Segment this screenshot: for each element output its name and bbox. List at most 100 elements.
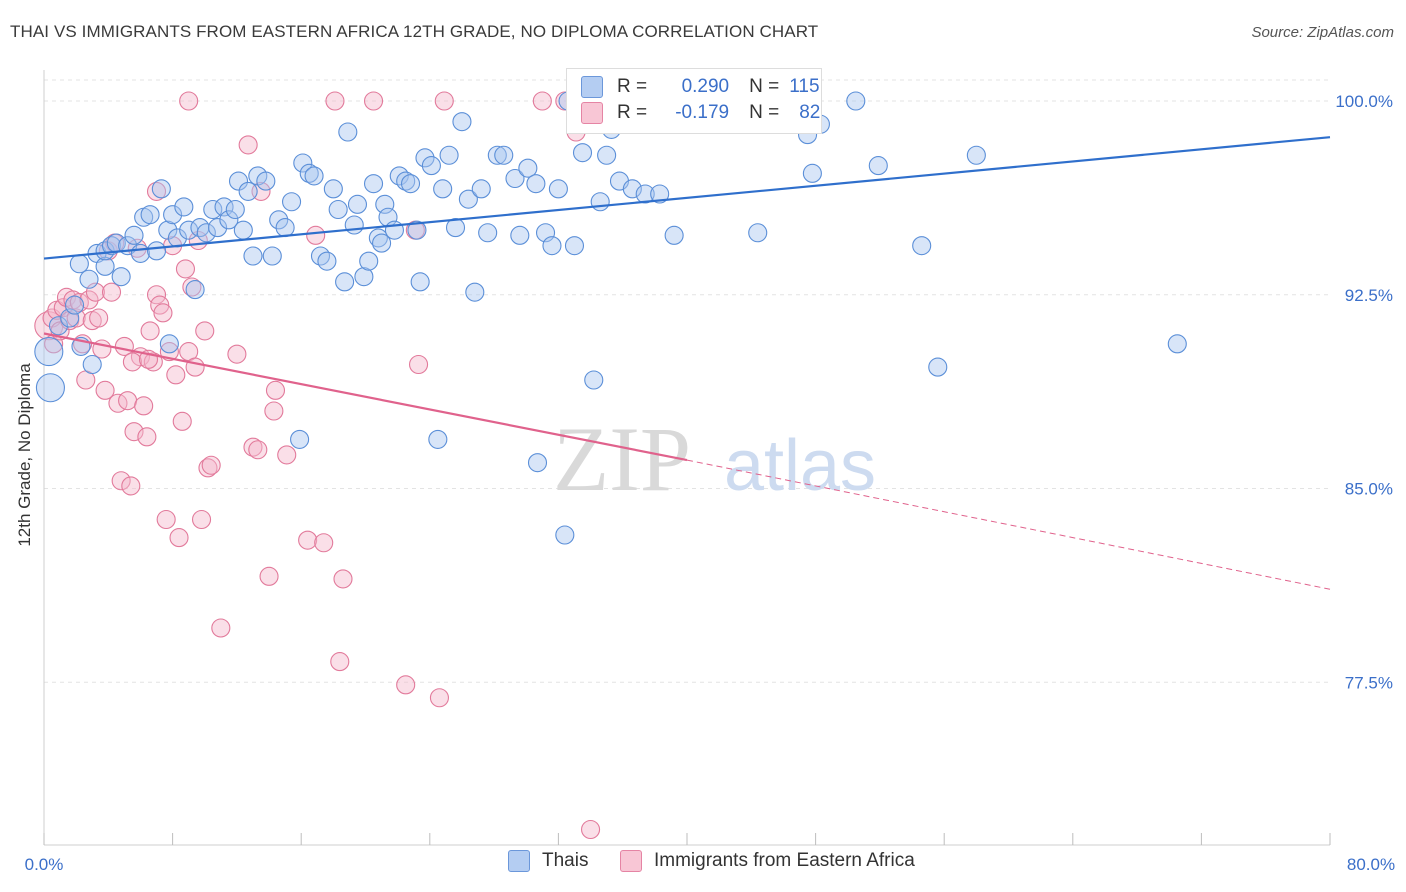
- thais-point: [214, 197, 234, 217]
- thais-point: [748, 223, 768, 243]
- y-axis-label: 12th Grade, No Diploma: [15, 363, 34, 547]
- thais-point: [304, 166, 324, 186]
- thais-point: [471, 179, 491, 199]
- eastern-africa-point: [265, 380, 286, 400]
- thais-point: [487, 145, 507, 165]
- thais-point: [802, 163, 822, 183]
- legend-swatch-eastern-africa: [620, 850, 642, 872]
- thais-point: [458, 189, 478, 209]
- y-tick-label: 85.0%: [1345, 480, 1393, 499]
- eastern-africa-point: [185, 357, 205, 377]
- thais-point: [354, 267, 374, 287]
- legend-row-eastern-africa: R = -0.179 N = 82: [581, 101, 820, 125]
- eastern-africa-point: [182, 277, 202, 297]
- eastern-africa-point: [580, 819, 601, 840]
- legend-r-eastern-africa: -0.179: [675, 102, 730, 123]
- eastern-africa-point: [325, 91, 345, 111]
- thais-point: [69, 254, 89, 274]
- eastern-africa-point: [259, 566, 279, 586]
- thais-point: [527, 453, 548, 473]
- eastern-africa-point: [277, 445, 297, 465]
- legend-item-thais: Thais: [508, 850, 588, 872]
- legend-label-thais: Thais: [542, 850, 589, 871]
- thais-point: [328, 199, 348, 220]
- thais-point: [664, 225, 684, 245]
- thais-point: [347, 194, 368, 214]
- eastern-africa-point: [89, 308, 109, 328]
- thais-point: [338, 122, 358, 142]
- eastern-africa-point: [227, 344, 247, 364]
- eastern-africa-point: [532, 91, 552, 111]
- thais-point: [323, 179, 343, 199]
- eastern-africa-point: [118, 391, 138, 411]
- thais-point: [256, 171, 276, 191]
- y-tick-label: 77.5%: [1345, 673, 1393, 692]
- thais-point: [203, 199, 223, 220]
- eastern-africa-point: [198, 458, 218, 478]
- eastern-africa-point: [314, 533, 334, 553]
- thais-point: [928, 357, 948, 377]
- thais-point: [243, 246, 263, 266]
- eastern-africa-point: [121, 476, 141, 496]
- thais-point: [359, 251, 379, 271]
- thais-point: [82, 354, 102, 375]
- eastern-africa-point: [333, 569, 353, 589]
- eastern-africa-point: [166, 365, 186, 385]
- thais-point: [219, 210, 239, 230]
- thais-point: [34, 337, 64, 367]
- thais-point: [124, 225, 144, 245]
- thais-point: [428, 429, 448, 449]
- thais-point: [79, 269, 99, 289]
- thais-point: [344, 215, 364, 235]
- stats-legend: R = 0.290 N = 115 R = -0.179 N = 82: [566, 68, 822, 134]
- trend-lines: [43, 136, 1331, 590]
- eastern-africa-point: [169, 528, 189, 548]
- eastern-africa-point: [195, 321, 215, 341]
- eastern-africa-point: [153, 303, 173, 323]
- thais-point: [912, 236, 932, 256]
- thais-point: [590, 192, 610, 212]
- thais-point: [151, 179, 171, 199]
- thais-point: [159, 334, 179, 354]
- thais-point: [372, 233, 392, 253]
- thais-point: [269, 210, 289, 230]
- thais-point: [622, 179, 642, 199]
- eastern-africa-point: [429, 688, 449, 708]
- thais-point: [445, 218, 466, 238]
- eastern-africa-point: [111, 471, 131, 491]
- legend-r-label: R =: [617, 102, 648, 123]
- thais-point: [64, 295, 85, 315]
- thais-point: [505, 168, 525, 189]
- thais-point: [95, 256, 115, 276]
- chart-title: THAI VS IMMIGRANTS FROM EASTERN AFRICA 1…: [10, 22, 819, 41]
- thais-point: [95, 241, 115, 261]
- thais-point: [208, 218, 228, 238]
- thais-point: [363, 174, 384, 194]
- legend-r-thais: 0.290: [681, 76, 730, 97]
- thais-point: [966, 145, 986, 165]
- thais-point: [518, 158, 538, 178]
- thais-point: [564, 236, 585, 256]
- legend-n-thais: 115: [789, 76, 820, 97]
- eastern-africa-point: [137, 427, 157, 447]
- thais-point: [174, 197, 194, 217]
- eastern-africa-point: [175, 259, 196, 279]
- thais-point: [542, 236, 562, 256]
- eastern-africa-point: [211, 618, 231, 638]
- watermark-atlas: atlas: [724, 426, 876, 506]
- legend-n-label: N =: [749, 76, 780, 97]
- thais-point: [196, 223, 216, 243]
- eastern-africa-point: [79, 290, 99, 310]
- axes: [43, 70, 1331, 846]
- thais-point: [290, 429, 310, 449]
- thais-point: [60, 308, 80, 328]
- thais-point: [389, 166, 409, 186]
- thais-point: [410, 272, 430, 292]
- eastern-africa-point: [150, 295, 170, 315]
- eastern-africa-point: [140, 321, 160, 341]
- eastern-africa-point: [330, 652, 350, 672]
- thais-trend-line: [43, 136, 1331, 260]
- y-tick-label: 100.0%: [1335, 92, 1393, 111]
- thais-point: [1167, 334, 1187, 354]
